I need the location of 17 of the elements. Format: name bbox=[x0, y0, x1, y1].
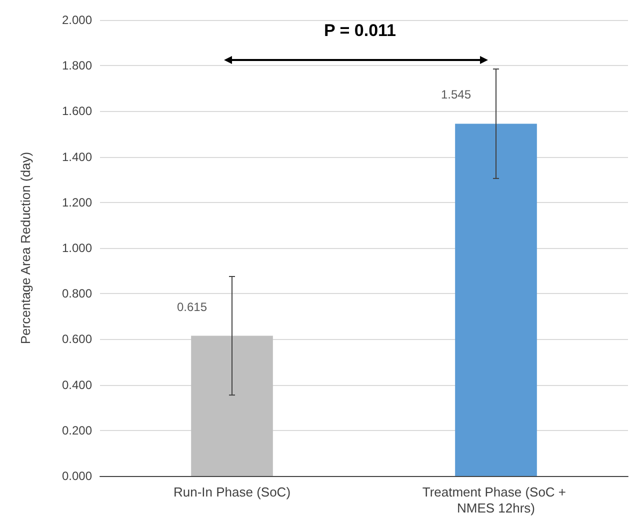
y-tick-label: 1.200 bbox=[62, 195, 92, 210]
x-tick-label: Run-In Phase (SoC) bbox=[173, 484, 291, 500]
y-axis-title: Percentage Area Reduction (day) bbox=[18, 152, 33, 344]
annotation: P = 0.011 bbox=[324, 21, 396, 40]
y-tick-label: 1.600 bbox=[62, 104, 92, 118]
data-label: 0.615 bbox=[176, 300, 208, 314]
y-tick-label: 1.000 bbox=[62, 241, 92, 255]
x-tick-label: Treatment Phase (SoC + NMES 12hrs) bbox=[422, 484, 570, 516]
y-tick-label: 0.400 bbox=[62, 378, 92, 392]
y-tick-label: 1.800 bbox=[62, 58, 92, 73]
y-tick-label: 0.200 bbox=[62, 423, 92, 438]
y-tick-label: 0.600 bbox=[62, 332, 92, 346]
y-tick-label: 1.400 bbox=[62, 150, 92, 164]
y-tick-label: 2.000 bbox=[62, 13, 92, 27]
y-tick-label: 0.000 bbox=[62, 469, 92, 483]
y-tick-label: 0.800 bbox=[62, 286, 92, 301]
data-label: 1.545 bbox=[440, 88, 472, 102]
